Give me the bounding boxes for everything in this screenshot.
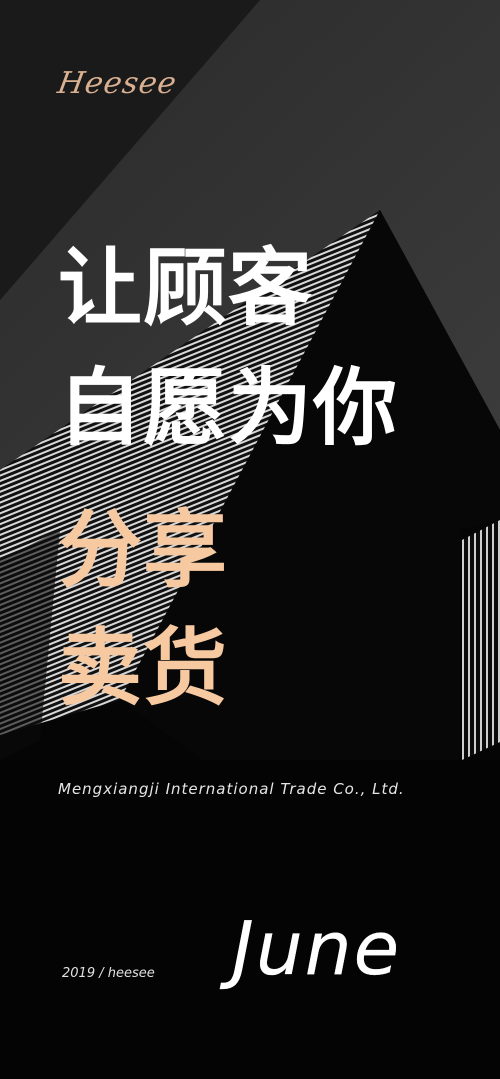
headline-line-3: 分享: [58, 501, 229, 599]
headline-line-1: 让顾客: [58, 239, 314, 337]
month-label: June: [232, 906, 402, 992]
year-brand: 2019 / heesee: [62, 966, 155, 981]
headline-line-2: 自愿为你: [58, 359, 399, 457]
brand-logo: Heesee: [54, 66, 180, 101]
headline-line-4: 卖货: [58, 619, 229, 717]
company-name: Mengxiangji International Trade Co., Ltd…: [58, 780, 405, 798]
